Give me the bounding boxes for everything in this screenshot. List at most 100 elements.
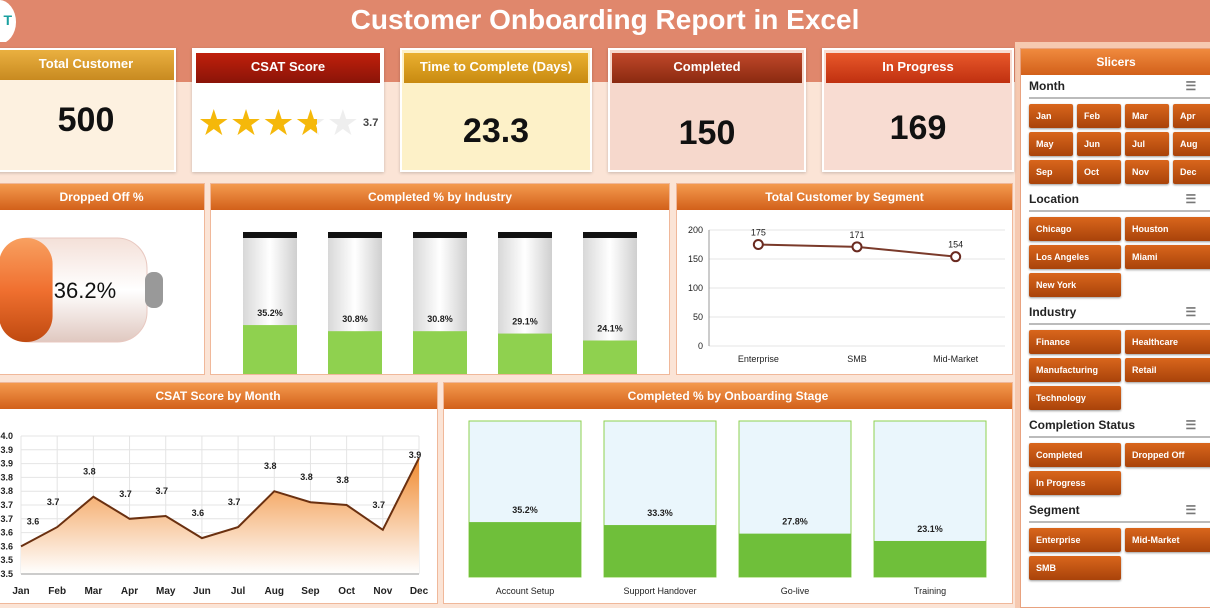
kpi-value: 150 [678,114,736,152]
bar-data-label: 35.2% [257,308,283,318]
slicer-item[interactable]: Mid-Market [1125,528,1210,552]
category-label: Jul [231,586,246,597]
category-label: Nov [373,586,392,597]
slicer-item[interactable]: Sep [1029,160,1073,184]
bar-fill [243,325,297,374]
dropped-value: 36.2% [54,278,116,303]
slicer-item[interactable]: May [1029,132,1073,156]
bar-data-label: 35.2% [512,505,538,515]
y-tick-label: 200 [688,225,703,235]
slicer-item[interactable]: New York [1029,273,1121,297]
bar-cap [413,232,467,238]
industry-chart: 35.2%Finance 30.8%Healthcare 30.8%Manufact… [243,232,637,393]
panel-title: CSAT Score by Month [0,383,437,409]
multi-select-icon[interactable]: ☰ [1185,503,1197,517]
slicer-item[interactable]: Healthcare [1125,330,1210,354]
slicer-item[interactable]: Jun [1077,132,1121,156]
slicer-item[interactable]: SMB [1029,556,1121,580]
data-label: 3.8 [336,475,349,485]
data-label: 154 [948,240,963,250]
category-label: Sep [301,586,319,597]
data-label: 3.7 [228,497,241,507]
slicer-item[interactable]: Mar [1125,104,1169,128]
bar-data-label: 29.1% [512,317,538,327]
panel-completed-by-stage: Completed % by Onboarding Stage 35.2% Acc… [443,382,1013,604]
stage-chart: 35.2% Account Setup 33.3% Support Handover 2… [468,420,987,596]
category-label: Feb [48,586,66,597]
logo: T [0,0,16,44]
slicers-title: Slicers [1021,49,1210,75]
slicer-item[interactable]: Technology [1029,386,1121,410]
bar-group: 30.8%Healthcare [328,232,382,393]
y-tick-label: 0 [698,341,703,351]
slicer-item[interactable]: Retail [1125,358,1210,382]
slicer-item[interactable]: Apr [1173,104,1210,128]
data-label: 3.8 [83,467,96,477]
bar-group: 33.3% Support Handover [603,420,717,596]
y-tick-label: 3.9 [0,459,13,469]
category-label: Account Setup [496,586,555,596]
bar-fill [413,331,467,374]
bar-group: 35.2%Finance [243,232,297,393]
y-tick-label: 100 [688,283,703,293]
bar-group: 30.8%Manufacturing [411,232,469,393]
slicer-title: Location [1029,192,1079,206]
multi-select-icon[interactable]: ☰ [1185,418,1197,432]
category-label: Training [914,586,946,596]
bar-group: 24.1%Retail [583,232,637,393]
data-label: 171 [849,230,864,240]
bar-fill [498,333,552,374]
slicer-item[interactable]: Aug [1173,132,1210,156]
slicer-item[interactable]: Houston [1125,217,1210,241]
slicer-item[interactable]: Nov [1125,160,1169,184]
data-label: 3.7 [373,500,386,510]
y-tick-label: 150 [688,254,703,264]
bar-cap [328,232,382,238]
series-line [20,457,420,548]
slicer-item[interactable]: Enterprise [1029,528,1121,552]
kpi-csat-score: CSAT Score ★★★★★ 3.7 [192,48,384,172]
panel-customer-by-segment: Total Customer by Segment 0 50 100 150 200 17… [676,183,1013,375]
data-label: 3.7 [47,497,60,507]
y-tick-label: 3.5 [0,569,13,579]
slicer-item[interactable]: Chicago [1029,217,1121,241]
slicer-item[interactable]: Los Angeles [1029,245,1121,269]
slicer-item[interactable]: Jan [1029,104,1073,128]
slicer-item[interactable]: Dropped Off [1125,443,1210,467]
bar-fill [328,331,382,374]
slicer-item[interactable]: Jul [1125,132,1169,156]
data-point [950,251,962,263]
y-tick-label: 3.5 [0,555,13,565]
slicer-item[interactable]: Feb [1077,104,1121,128]
data-label: 3.9 [409,450,422,460]
slicer-item[interactable]: Oct [1077,160,1121,184]
slicer-month: Month☰⊽JanFebMarAprMayJunJulAugSepOctNov… [1021,75,1210,188]
kpi-in-progress: In Progress 169 [822,48,1014,172]
slicer-item[interactable]: Finance [1029,330,1121,354]
slicer-item[interactable]: Dec [1173,160,1210,184]
bar-fill [604,525,716,577]
y-tick-label: 3.8 [0,486,13,496]
csat-month-chart: 3.5 3.5 3.6 3.6 3.7 3.7 3.8 3.8 3.9 3.9 4.0 3.6 Jan 3… [0,431,428,597]
kpi-label: Total Customer [0,50,174,80]
kpi-label: CSAT Score [196,53,380,83]
slicer-item[interactable]: Miami [1125,245,1210,269]
bar-group: 35.2% Account Setup [468,420,582,596]
slicer-title: Segment [1029,503,1080,517]
kpi-total-customer: Total Customer 500 [0,48,176,172]
battery-fill [0,238,53,342]
category-label: Mar [84,586,102,597]
bar-data-label: 30.8% [342,314,368,324]
category-label: Go-live [781,586,810,596]
multi-select-icon[interactable]: ☰ [1185,305,1197,319]
slicer-title: Completion Status [1029,418,1136,432]
multi-select-icon[interactable]: ☰ [1185,79,1197,93]
category-label: May [156,586,176,597]
bar-data-label: 27.8% [782,517,808,527]
panel-dropped-off: Dropped Off % 36.2% [0,183,205,375]
slicer-item[interactable]: Completed [1029,443,1121,467]
slicer-item[interactable]: In Progress [1029,471,1121,495]
multi-select-icon[interactable]: ☰ [1185,192,1197,206]
slicer-item[interactable]: Manufacturing [1029,358,1121,382]
